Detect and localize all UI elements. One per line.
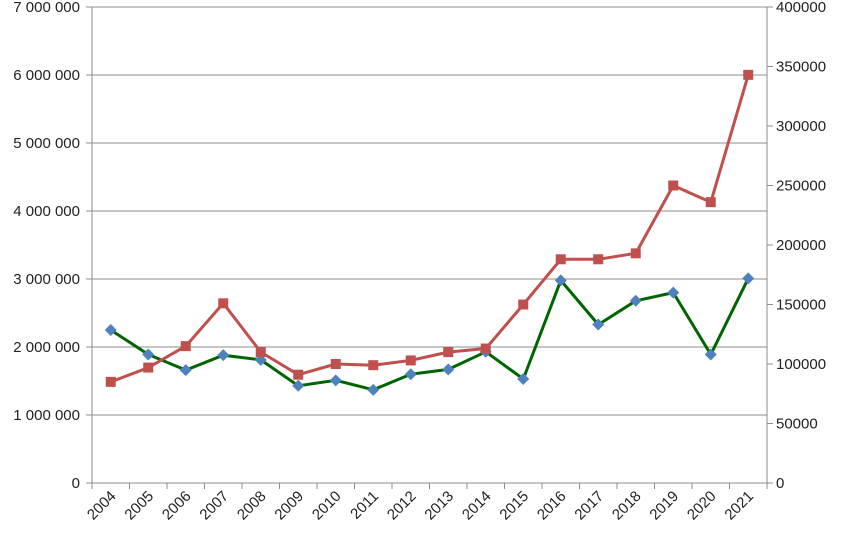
right-axis-tick-label: 0 — [776, 475, 784, 492]
x-axis-tick-label: 2017 — [571, 488, 607, 524]
series-2-point — [405, 355, 416, 366]
series-1-line — [109, 277, 750, 392]
series-2-point — [555, 254, 566, 265]
x-axis-tick-label: 2013 — [421, 488, 457, 524]
x-axis-tick-label: 2021 — [721, 488, 757, 524]
x-axis-tick-label: 2015 — [496, 488, 532, 524]
x-axis-tick-label: 2008 — [234, 488, 270, 524]
series-2-point — [743, 69, 754, 80]
right-axis-tick-labels: 0 50000 100000 150000 200000 250000 300000 3500… — [776, 0, 826, 492]
x-axis-tick-label: 2020 — [684, 488, 720, 524]
series-1-point — [217, 349, 230, 362]
series-2-point — [705, 197, 716, 208]
series-1-point — [142, 348, 155, 361]
right-axis-tick-label: 350000 — [776, 59, 826, 76]
series-2-point — [630, 248, 641, 259]
x-axis-tick-label: 2014 — [459, 488, 495, 524]
series-2-point — [668, 180, 679, 191]
left-axis-tick-labels: 0 1 000 000 2 000 000 3 000 000 4 000 000 5 0… — [13, 0, 80, 492]
series-1-point — [179, 364, 192, 377]
x-axis-tick-label: 2010 — [309, 488, 345, 524]
right-axis-tick-label: 400000 — [776, 0, 826, 16]
x-axis-tick-label: 2004 — [84, 488, 120, 524]
right-axis-tick-label: 250000 — [776, 178, 826, 195]
series-1-point — [329, 374, 342, 387]
right-axis-tick-label: 300000 — [776, 118, 826, 135]
series-2-point — [368, 360, 379, 371]
series-1-point — [517, 372, 530, 385]
series-1-point — [742, 272, 755, 285]
right-axis-tick-label: 200000 — [776, 237, 826, 254]
series-markers — [104, 69, 755, 396]
series-2-point — [443, 347, 454, 358]
left-axis-tick-label: 5 000 000 — [13, 135, 80, 152]
left-axis-tick-label: 0 — [72, 475, 80, 492]
series-2-point — [480, 343, 491, 354]
series-1-point — [554, 274, 567, 287]
series-1-point — [592, 318, 605, 331]
axes — [86, 6, 773, 489]
x-axis-tick-labels: 2004 2005 2006 2007 2008 2009 2010 2011 2012 2013… — [84, 488, 757, 524]
x-axis-tick-label: 2007 — [196, 488, 232, 524]
left-axis-tick-label: 1 000 000 — [13, 407, 80, 424]
x-axis-tick-label: 2018 — [609, 488, 645, 524]
series-2-point — [593, 254, 604, 265]
x-axis-tick-label: 2012 — [384, 488, 420, 524]
left-axis-tick-label: 6 000 000 — [13, 67, 80, 84]
x-axis-tick-label: 2016 — [534, 488, 570, 524]
series-2-point — [105, 376, 116, 387]
x-axis-tick-label: 2006 — [159, 488, 195, 524]
gridlines — [92, 6, 767, 416]
series-2-point — [518, 299, 529, 310]
right-axis-tick-label: 150000 — [776, 297, 826, 314]
left-axis-tick-label: 7 000 000 — [13, 0, 80, 16]
series-2-point — [143, 362, 154, 373]
series-2-point — [180, 341, 191, 352]
x-axis-tick-label: 2005 — [121, 488, 157, 524]
x-axis-tick-label: 2009 — [271, 488, 307, 524]
right-axis-tick-label: 50000 — [776, 416, 818, 433]
series-1-point — [404, 368, 417, 381]
series-1-point — [442, 363, 455, 376]
left-axis-tick-label: 4 000 000 — [13, 203, 80, 220]
series-1-point — [704, 348, 717, 361]
series-2-point — [255, 347, 266, 358]
series-1-point — [292, 379, 305, 392]
left-axis-tick-label: 2 000 000 — [13, 339, 80, 356]
left-axis-tick-label: 3 000 000 — [13, 271, 80, 288]
series-1-point — [104, 324, 117, 336]
series-2-line — [110, 74, 750, 384]
x-axis-tick-label: 2011 — [347, 488, 382, 523]
series-2-point — [218, 298, 229, 309]
series-1-point — [629, 294, 642, 307]
series-1-point — [367, 383, 380, 396]
series-1-point — [667, 286, 680, 299]
series-lines — [109, 74, 750, 392]
series-2-point — [330, 359, 341, 369]
series-2-point — [293, 369, 304, 380]
right-axis-tick-label: 100000 — [776, 356, 826, 373]
x-axis-tick-label: 2019 — [646, 488, 682, 524]
